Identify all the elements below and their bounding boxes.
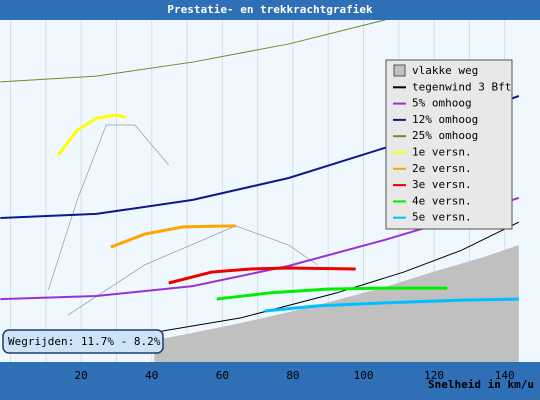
x-tick-label: 140 [495,369,515,382]
series-line [144,221,520,335]
guide-curve [48,124,169,290]
plot [0,20,520,362]
annotation: Wegrijden: 11.7% - 8.2% [8,335,161,348]
legend-label: 5e versn. [412,211,472,224]
x-tick-label: 80 [286,369,299,382]
series-line [110,224,236,249]
series-line [0,20,387,83]
annotation-box [2,329,164,354]
series-line [216,286,448,301]
chart-title: Prestatie- en trekkrachtgrafiek [167,3,373,16]
x-axis-title: Snelheid in km/u [428,378,534,391]
overlay: 20 40 60 80 100 120 140 vlakke weg tegenwind 3 B… [2,59,515,382]
legend-label: vlakke weg [412,64,478,77]
series-line [168,266,356,285]
legend-swatch [393,64,406,77]
legend-label: 5% omhoog [412,97,472,110]
x-axis-bar [0,362,540,400]
series-line [264,297,519,313]
area [154,245,519,362]
legend-label: 12% omhoog [412,113,478,126]
legend-label: tegenwind 3 Bft [412,80,511,93]
title-bar [0,0,540,20]
x-tick-label: 20 [75,369,88,382]
legend-label: 4e versn. [412,194,472,207]
legend-label: 1e versn. [412,146,472,159]
series-line [57,113,126,157]
legend-label: 2e versn. [412,162,472,175]
x-tick-label: 60 [216,369,229,382]
x-tick-label: 120 [424,369,444,382]
x-tick-label: 40 [145,369,158,382]
legend-label: 3e versn. [412,178,472,191]
x-tick-label: 100 [354,369,374,382]
legend-box [385,59,513,230]
legend-label: 25% omhoog [412,129,478,142]
